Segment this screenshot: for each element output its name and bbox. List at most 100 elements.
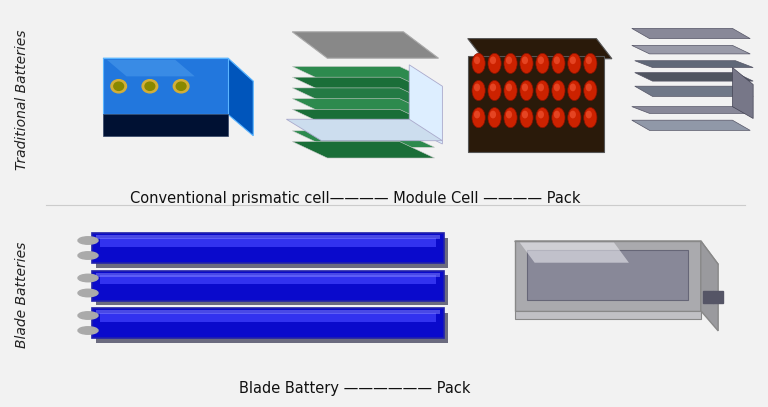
Ellipse shape [538,111,544,118]
Polygon shape [107,60,195,77]
Ellipse shape [504,107,517,128]
Polygon shape [293,109,435,126]
Ellipse shape [552,107,565,128]
Text: Conventional prismatic cell———— Module Cell ———— Pack: Conventional prismatic cell———— Module C… [130,190,581,206]
FancyBboxPatch shape [468,56,604,152]
Polygon shape [520,243,629,263]
FancyBboxPatch shape [96,273,440,276]
Circle shape [111,80,127,93]
Circle shape [114,82,124,90]
Polygon shape [286,119,442,141]
Ellipse shape [568,53,581,74]
Ellipse shape [536,107,549,128]
Circle shape [78,274,98,282]
Polygon shape [228,58,253,136]
FancyBboxPatch shape [100,238,436,247]
Ellipse shape [568,81,581,101]
Circle shape [78,312,98,319]
Polygon shape [103,114,228,136]
Polygon shape [468,39,612,59]
Ellipse shape [488,53,502,74]
Ellipse shape [554,57,560,64]
Ellipse shape [504,81,517,101]
Circle shape [78,237,98,244]
Ellipse shape [488,107,502,128]
FancyBboxPatch shape [527,250,688,300]
Ellipse shape [506,83,512,91]
Polygon shape [409,65,442,144]
FancyBboxPatch shape [100,275,436,284]
Polygon shape [632,107,750,114]
Ellipse shape [570,111,576,118]
FancyBboxPatch shape [96,238,448,267]
Text: Traditional Batteries: Traditional Batteries [15,30,29,170]
Ellipse shape [521,111,528,118]
Polygon shape [103,58,228,114]
Polygon shape [632,120,750,130]
Ellipse shape [568,107,581,128]
Circle shape [145,82,155,90]
FancyBboxPatch shape [96,275,448,305]
Ellipse shape [472,81,485,101]
Ellipse shape [521,57,528,64]
Ellipse shape [584,81,597,101]
FancyBboxPatch shape [92,271,444,300]
FancyBboxPatch shape [92,233,444,263]
FancyBboxPatch shape [515,311,700,319]
FancyBboxPatch shape [96,235,440,239]
Ellipse shape [586,111,592,118]
Circle shape [142,80,157,93]
Ellipse shape [474,83,480,91]
Ellipse shape [520,53,533,74]
Ellipse shape [554,83,560,91]
Circle shape [174,80,189,93]
Polygon shape [515,241,700,311]
Polygon shape [293,142,435,158]
Ellipse shape [552,53,565,74]
Polygon shape [293,32,439,58]
FancyBboxPatch shape [96,310,440,314]
Circle shape [176,82,186,90]
Text: Blade Battery —————— Pack: Blade Battery —————— Pack [240,381,471,396]
Ellipse shape [520,107,533,128]
Ellipse shape [490,57,496,64]
Polygon shape [635,86,753,96]
Polygon shape [635,72,753,81]
Ellipse shape [538,83,544,91]
FancyBboxPatch shape [96,313,448,343]
Ellipse shape [570,57,576,64]
Ellipse shape [520,81,533,101]
Polygon shape [293,98,435,115]
Polygon shape [103,58,253,81]
Text: Blade Batteries: Blade Batteries [15,242,29,348]
Polygon shape [515,241,718,264]
Ellipse shape [536,53,549,74]
Ellipse shape [504,53,517,74]
Ellipse shape [472,53,485,74]
Circle shape [78,289,98,297]
Bar [703,291,713,303]
Ellipse shape [474,111,480,118]
Polygon shape [700,241,718,331]
Ellipse shape [586,83,592,91]
Ellipse shape [521,83,528,91]
Ellipse shape [586,57,592,64]
Ellipse shape [472,107,485,128]
Polygon shape [293,88,435,105]
Circle shape [78,327,98,334]
Polygon shape [293,77,435,94]
Ellipse shape [490,111,496,118]
Polygon shape [733,68,753,118]
Bar [713,291,723,303]
Ellipse shape [538,57,544,64]
Ellipse shape [584,107,597,128]
Polygon shape [293,120,435,137]
Ellipse shape [506,111,512,118]
Polygon shape [632,28,750,39]
Ellipse shape [474,57,480,64]
Polygon shape [293,131,435,147]
Polygon shape [632,46,750,54]
Polygon shape [293,66,435,83]
Ellipse shape [552,81,565,101]
FancyBboxPatch shape [100,313,436,322]
